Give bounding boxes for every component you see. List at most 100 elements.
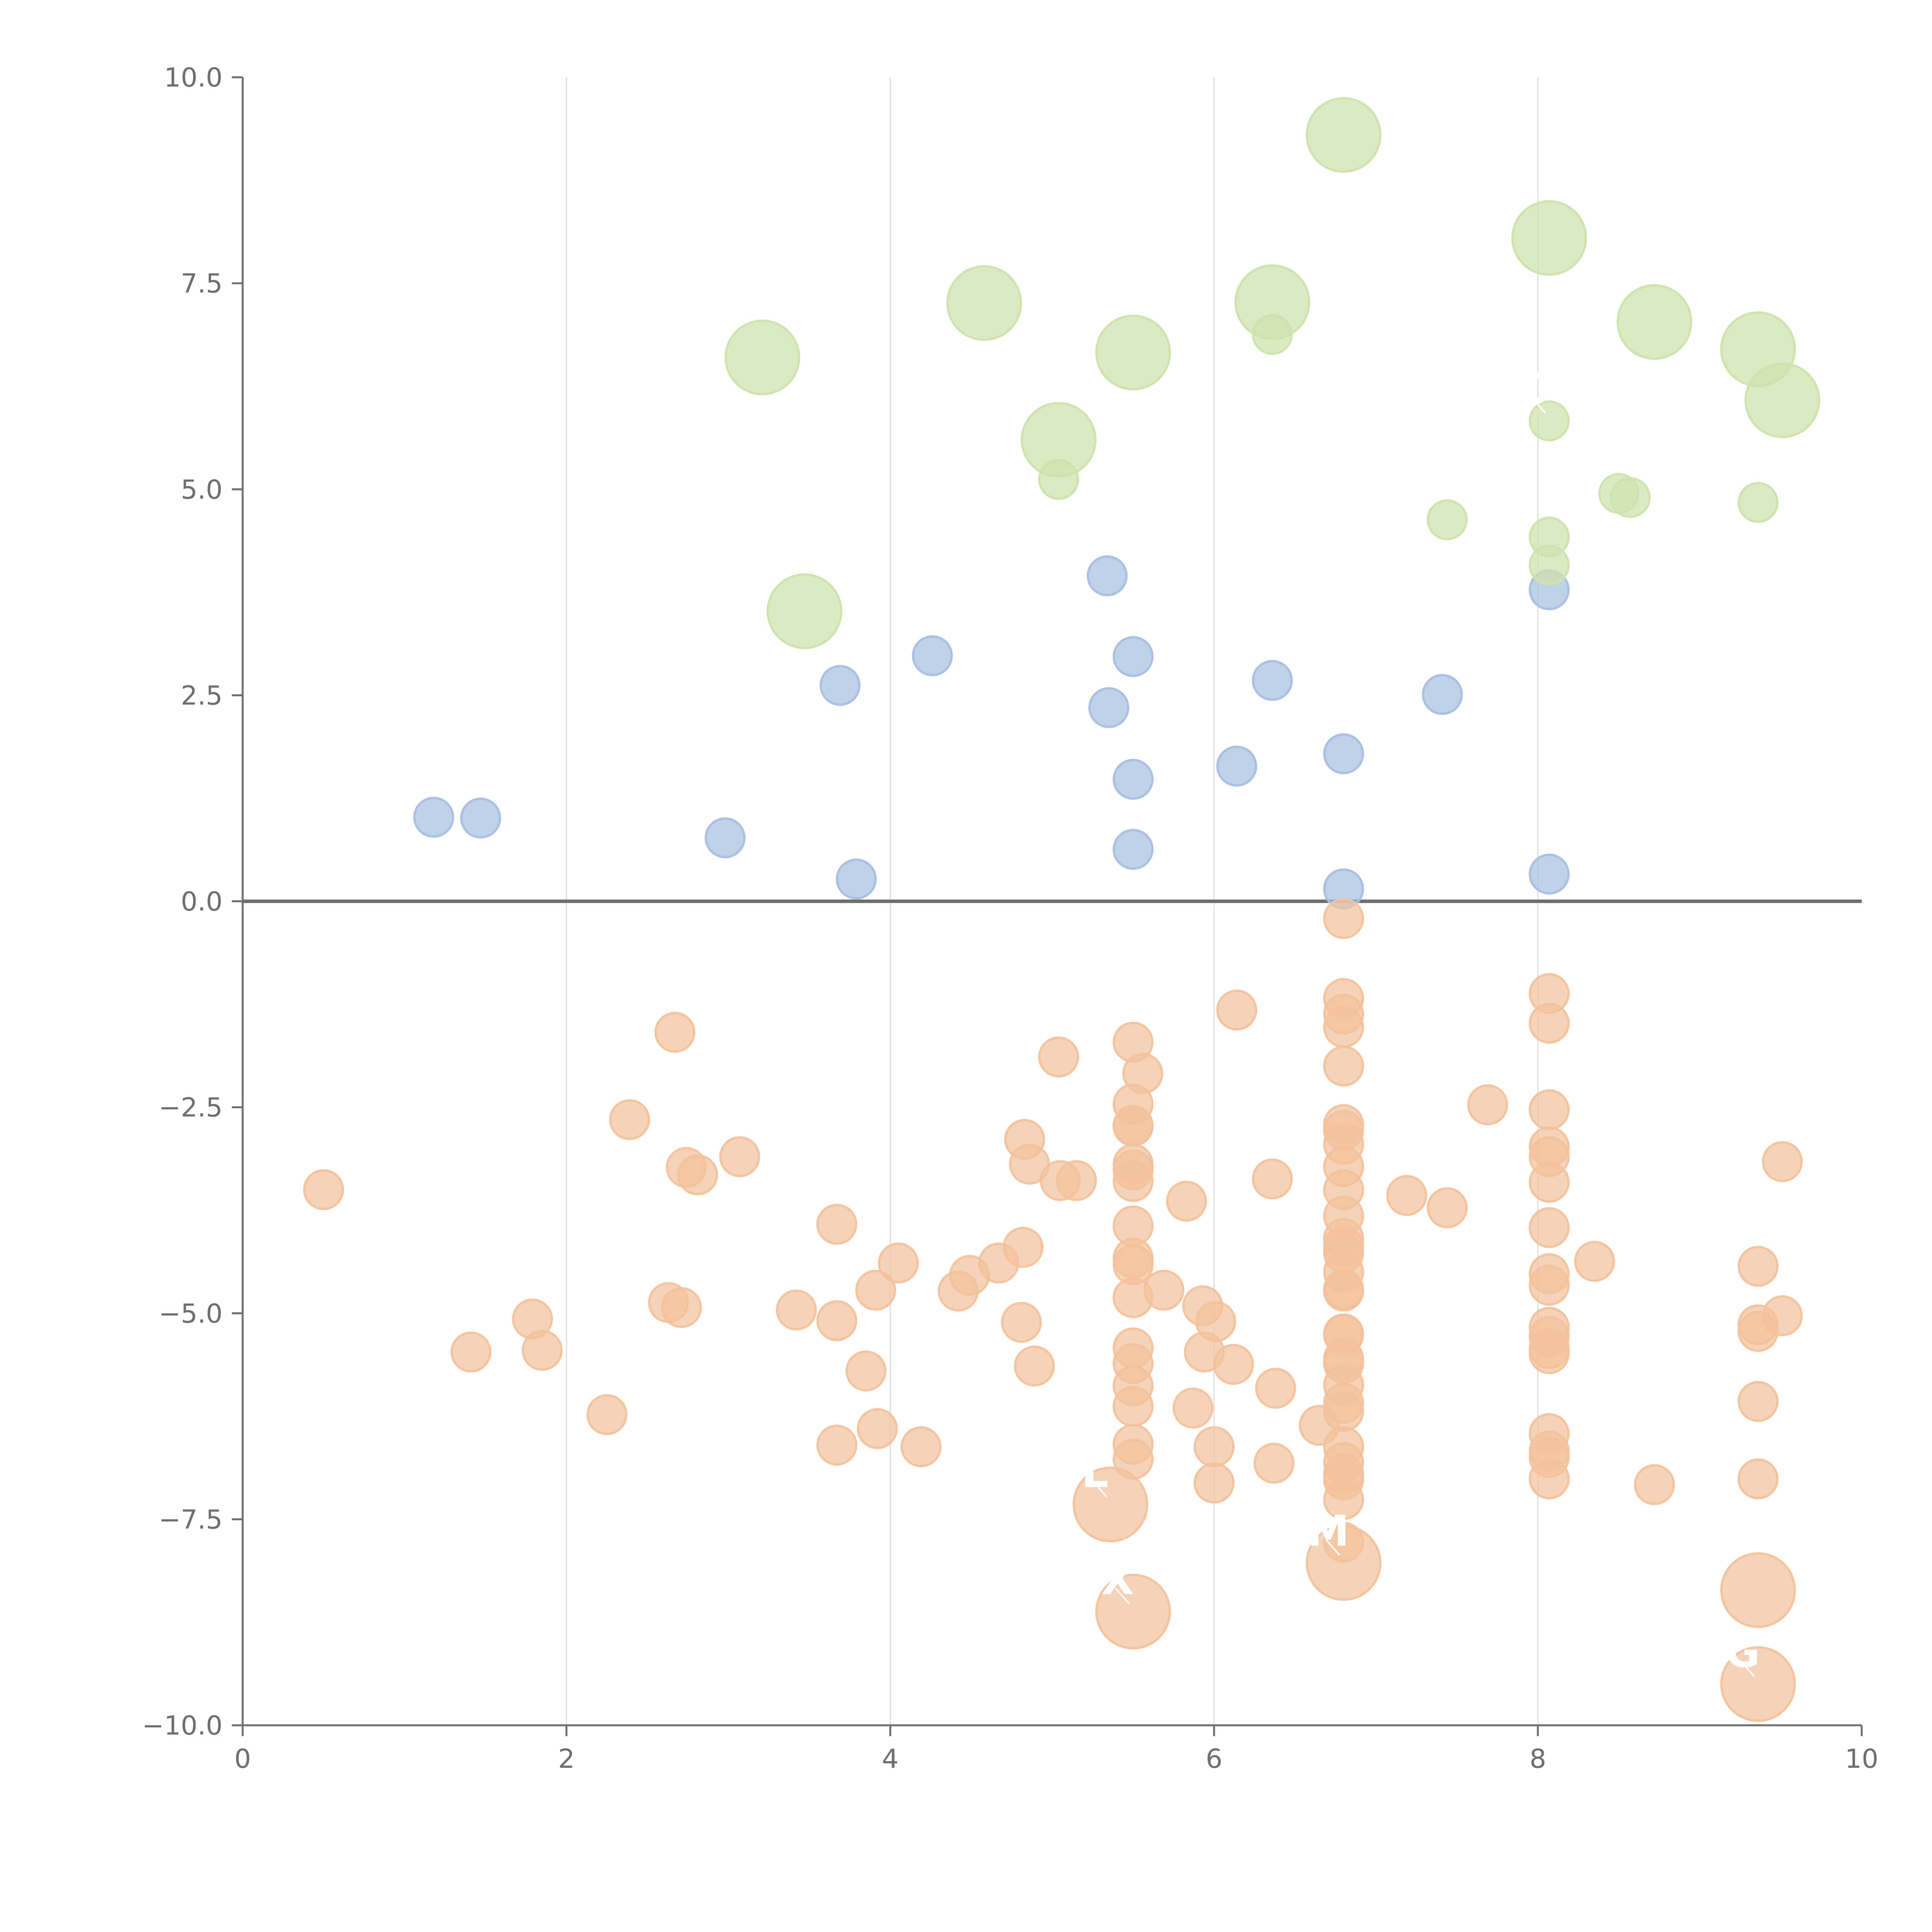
scatter-point	[1467, 1084, 1509, 1126]
scatter-point	[1386, 1175, 1427, 1216]
scatter-point	[1194, 1426, 1235, 1468]
scatter-point	[816, 1204, 857, 1245]
scatter-point	[1252, 660, 1293, 701]
scatter-point	[1213, 1344, 1254, 1385]
annotation-label: G	[1725, 1627, 1760, 1677]
scatter-point	[1323, 1270, 1364, 1312]
scatter-point	[1020, 402, 1097, 478]
scatter-point	[1529, 1333, 1570, 1374]
scatter-point	[1737, 1246, 1779, 1287]
scatter-point	[1143, 1270, 1185, 1311]
scatter-point	[1323, 733, 1364, 774]
scatter-point	[1112, 1161, 1154, 1202]
scatter-point	[766, 573, 842, 649]
scatter-point	[704, 817, 746, 859]
scatter-point	[1112, 636, 1154, 677]
y-tick-label: −10.0	[142, 1711, 223, 1741]
scatter-point	[1166, 1180, 1207, 1222]
scatter-point	[776, 1289, 817, 1331]
y-tick-label: 0.0	[181, 887, 223, 917]
scatter-point	[1234, 264, 1310, 340]
y-tick-label: 2.5	[181, 680, 223, 711]
scatter-point	[855, 1270, 896, 1311]
scatter-point	[878, 1242, 919, 1284]
scatter-point	[946, 265, 1022, 341]
scatter-point	[1574, 1241, 1615, 1282]
scatter-point	[1194, 1463, 1235, 1504]
scatter-point	[522, 1330, 563, 1371]
scatter-point	[1616, 284, 1692, 360]
scatter-point	[1002, 1227, 1044, 1268]
annotation-leader-line	[1092, 1481, 1107, 1497]
scatter-point	[1255, 1367, 1296, 1409]
scatter-point	[1252, 1158, 1293, 1200]
scatter-point	[1216, 989, 1257, 1031]
scatter-point	[1529, 1458, 1570, 1500]
y-tick-label: 10.0	[164, 63, 223, 93]
x-tick-label: 0	[234, 1744, 251, 1774]
scatter-point	[1112, 1105, 1154, 1146]
scatter-point	[460, 798, 501, 839]
scatter-point	[1112, 1386, 1154, 1427]
annotation-label: M	[1307, 1506, 1349, 1556]
scatter-point	[816, 1300, 857, 1341]
x-tick-label: 6	[1206, 1744, 1222, 1774]
scatter-point	[1762, 1295, 1803, 1337]
scatter-point	[1529, 854, 1570, 895]
scatter-point	[1038, 1036, 1079, 1078]
scatter-point	[303, 1169, 344, 1210]
scatter-point	[1112, 759, 1154, 800]
scatter-point	[912, 635, 953, 677]
y-tick-label: 7.5	[181, 269, 223, 299]
scatter-point	[1014, 1345, 1055, 1387]
scatter-point	[1720, 1646, 1796, 1722]
scatter-point	[1095, 315, 1171, 391]
points-layer	[303, 97, 1820, 1722]
scatter-point	[1112, 829, 1154, 870]
scatter-point	[845, 1350, 887, 1392]
scatter-point	[1762, 1141, 1803, 1182]
scatter-point	[413, 796, 454, 838]
y-tick-label: −5.0	[159, 1299, 223, 1329]
scatter-point	[1737, 1381, 1779, 1422]
annotation-label: L	[1082, 1447, 1109, 1497]
scatter-point	[1427, 1187, 1468, 1228]
scatter-point	[1088, 687, 1129, 728]
scatter-point	[1529, 544, 1570, 586]
annotation-label: X	[1101, 1555, 1134, 1604]
x-tick-label: 4	[882, 1744, 898, 1774]
scatter-point	[1529, 1089, 1570, 1131]
scatter-point	[1529, 1003, 1570, 1044]
scatter-point	[1195, 1301, 1236, 1342]
annotation-leader-line	[1531, 397, 1546, 414]
annotation-layer: O L M X G	[1082, 364, 1760, 1677]
x-tick-label: 10	[1845, 1744, 1879, 1774]
scatter-point	[609, 1099, 650, 1140]
scatter-point	[1427, 499, 1468, 541]
scatter-point	[1323, 898, 1364, 939]
x-tick-label: 8	[1529, 1744, 1546, 1774]
scatter-point	[1529, 400, 1570, 442]
scatter-point	[1609, 477, 1651, 518]
scatter-point	[677, 1154, 718, 1196]
annotation-leader-line	[1115, 1588, 1130, 1605]
scatter-point	[719, 1136, 760, 1177]
annotation-label: O	[1516, 364, 1552, 413]
scatter-point	[1087, 555, 1128, 597]
scatter-point	[836, 858, 877, 900]
scatter-point	[1095, 1573, 1171, 1650]
scatter-point	[816, 1424, 857, 1466]
scatter-point	[1323, 1007, 1364, 1048]
scatter-point	[1422, 674, 1463, 715]
scatter-point	[1001, 1302, 1042, 1343]
scatter-point	[1737, 1458, 1779, 1500]
scatter-point	[1306, 1525, 1382, 1601]
scatter-point	[1056, 1160, 1097, 1201]
scatter-point	[654, 1012, 696, 1053]
scatter-point	[1529, 1162, 1570, 1203]
scatter-point	[820, 665, 861, 706]
scatter-point	[900, 1426, 942, 1468]
scatter-point	[1529, 1265, 1570, 1306]
